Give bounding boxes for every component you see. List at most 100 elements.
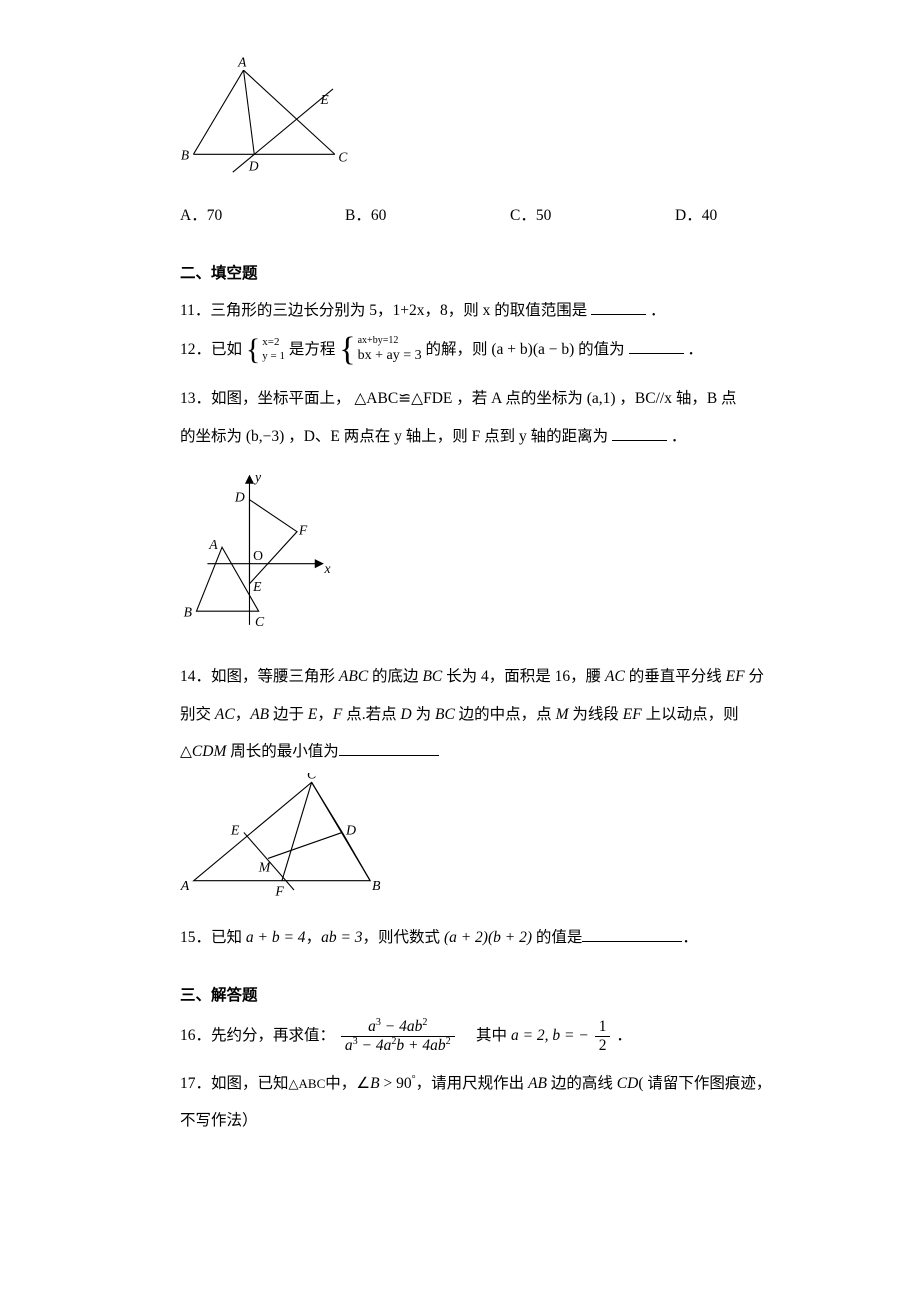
q13: 13．如图，坐标平面上， △ABC≌△FDE ，若 A 点的坐标为 (a,1) … [180,384,840,413]
q11-text-b: ． [650,302,666,319]
q16-half-num: 1 [595,1018,611,1037]
q12-mid1: 是方程 [289,341,336,358]
q14-M: M [556,706,569,723]
q17-a: 17．如图，已知 [180,1075,289,1092]
q15-c: ，则代数式 [363,929,444,946]
q11-text-a: 11．三角形的三边长分别为 5，1+2x，8，则 x 的取值范围是 [180,302,587,319]
q14-line2: 别交 AC，AB 边于 E，F 点.若点 D 为 BC 边的中点，点 M 为线段… [180,700,840,729]
q12-system1: { x=2 y = 1 [246,335,285,365]
q15-eq2: ab = 3 [321,929,362,946]
q14-line1: 14．如图，等腰三角形 ABC 的底边 BC 长为 4，面积是 16，腰 AC … [180,662,840,691]
q12-prefix: 12．已如 [180,341,242,358]
svg-text:E: E [230,823,240,838]
q14-l2f: 为 [412,706,435,723]
svg-text:C: C [255,614,265,629]
q14-EF2: EF [623,706,642,723]
q10-figure: A B C D E [180,56,840,191]
q14-l2c: 边于 [269,706,308,723]
q12-tail: 的值为 [578,341,625,358]
q12-s1-top: x=2 [262,336,285,350]
q14-tri: △ [180,743,192,760]
q10-svg: A B C D E [180,56,350,181]
q14-l2a: 别交 [180,706,215,723]
q17-line1: 17．如图，已知△ABC中，∠B > 90°，请用尺规作出 AB 边的高线 CD… [180,1069,840,1098]
svg-text:B: B [181,148,189,163]
q14-AB: AB [250,706,269,723]
q17-CD: CD [617,1075,639,1092]
q12-s1-bot: y = 1 [262,350,285,364]
q11: 11．三角形的三边长分别为 5，1+2x，8，则 x 的取值范围是 ． [180,296,840,325]
svg-text:B: B [372,879,381,894]
q12: 12．已如 { x=2 y = 1 是方程 { ax+by=12 bx + ay… [180,334,840,366]
q14-l2e: 点.若点 [342,706,400,723]
q14-figure: A B C D E F M [180,773,840,913]
q14-line3: △CDM 周长的最小值为 [180,737,840,766]
q14-ABC: ABC [339,668,368,685]
q13-l2b: ，D、E 两点在 y 轴上，则 F 点到 y 轴的距离为 [288,428,608,445]
q14-sixteen: 16 [555,668,571,685]
q14-F: F [333,706,342,723]
q13-coordA: (a,1) [587,390,616,407]
q15-end: ． [682,929,698,946]
q13-blank [612,424,667,441]
q14-blank [339,740,439,757]
q16-den: a3 − 4a2b + 4ab2 [341,1037,455,1055]
q14-AC: AC [605,668,625,685]
q14-a: 14．如图，等腰三角形 [180,668,339,685]
svg-text:O: O [253,548,263,563]
q14-AC2: AC [215,706,235,723]
q12-end: ． [687,341,703,358]
q14-four: 4 [481,668,489,685]
q14-svg: A B C D E F M [180,773,395,903]
q15-d: 的值是 [532,929,582,946]
q14-l1g: 分 [745,668,764,685]
q13-figure: y x O A B C D E F [180,457,840,652]
q17-c: ，请用尺规作出 [416,1075,528,1092]
q13-l1a: 13．如图，坐标平面上， [180,390,351,407]
q15-blank [582,926,682,943]
svg-text:D: D [248,158,259,173]
q15-eq3: (a + 2)(b + 2) [444,929,532,946]
q10-choices: A．70 B．60 C．50 D．40 [180,201,840,230]
q14-l2h: 为线段 [568,706,622,723]
q16-end: ． [616,1027,632,1044]
q16-half: 1 2 [595,1018,611,1055]
q14-l2d: ， [317,706,333,723]
q12-expr: (a + b)(a − b) [491,341,574,358]
q14-l1c: 长为 [442,668,481,685]
q13-l1b: ，若 A 点的坐标为 [456,390,583,407]
svg-text:B: B [184,605,193,620]
q10-choice-d: D．40 [675,201,840,230]
q12-blank [629,337,684,354]
svg-text:E: E [252,579,262,594]
svg-text:A: A [180,879,190,894]
q10-choice-b: B．60 [345,201,510,230]
q15-b: ， [306,929,322,946]
q14-CDM: CDM [192,743,226,760]
q14-l2b: ， [235,706,251,723]
q10-choice-a: A．70 [180,201,345,230]
svg-text:D: D [234,490,245,505]
q14-l3b: 周长的最小值为 [226,743,338,760]
q13-end: ． [671,428,687,445]
svg-text:F: F [274,884,284,899]
svg-text:y: y [253,469,262,484]
q13-coordB: (b,−3) [246,428,284,445]
q13-l1c: ，BC//x 轴，B 点 [619,390,736,407]
q17-b: 中， [325,1075,356,1092]
svg-text:D: D [345,823,356,838]
q14-D: D [401,706,412,723]
svg-text:x: x [323,561,330,576]
q14-l1e: ，腰 [570,668,605,685]
q12-mid2: 的解，则 [426,341,488,358]
svg-text:C: C [307,773,317,783]
q17-e: ( 请留下作图痕迹， [638,1075,771,1092]
q13-l2a: 的坐标为 [180,428,242,445]
svg-text:A: A [237,56,247,70]
q17-AB2: AB [528,1075,547,1092]
section-2-title: 二、填空题 [180,259,840,288]
svg-text:C: C [338,149,348,164]
q11-blank [591,299,646,316]
svg-text:A: A [208,537,218,552]
q14-l1b: 的底边 [368,668,422,685]
